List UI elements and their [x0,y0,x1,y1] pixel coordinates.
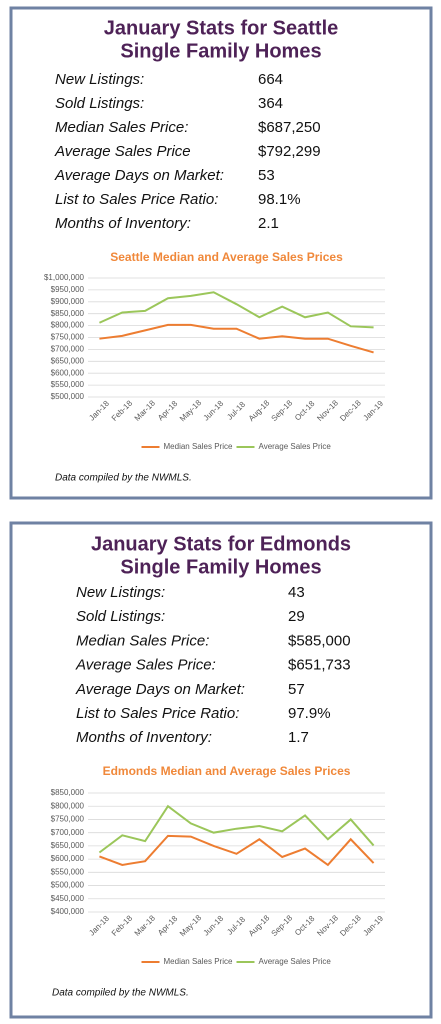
stat-label: Months of Inventory: [76,729,212,746]
y-tick-label: $800,000 [51,801,85,810]
y-tick-label: $400,000 [51,907,85,916]
chart-title: Seattle Median and Average Sales Prices [110,250,343,264]
stat-value: 43 [288,584,305,601]
stat-label: Average Sales Price [54,143,191,160]
stat-label: Median Sales Price: [55,119,188,136]
stat-label: New Listings: [76,584,165,601]
y-tick-label: $750,000 [51,815,85,824]
legend-label: Average Sales Price [259,442,332,451]
stat-label: Average Days on Market: [75,681,245,698]
stat-value: 664 [258,71,283,88]
stat-value: $651,733 [288,657,351,674]
panel-frame [9,521,433,1019]
stat-label: Average Days on Market: [54,167,224,184]
legend-label: Median Sales Price [164,957,233,966]
y-tick-label: $800,000 [51,321,85,330]
stat-label: Sold Listings: [55,95,144,112]
y-tick-label: $600,000 [51,368,85,377]
note: Data compiled by the NWMLS. [55,473,192,484]
chart-title: Edmonds Median and Average Sales Prices [103,764,351,778]
y-tick-label: $550,000 [51,867,85,876]
data-line [98,804,375,854]
data-line [99,291,374,329]
y-tick-label: $1,000,000 [44,273,85,282]
y-tick-label: $500,000 [51,881,85,890]
y-tick-label: $850,000 [51,788,85,797]
stat-value: $687,250 [258,119,321,136]
y-tick-label: $450,000 [51,894,85,903]
y-tick-label: $950,000 [51,285,85,294]
stat-value: 97.9% [288,705,331,722]
y-tick-label: $550,000 [51,380,85,389]
y-tick-label: $700,000 [51,345,85,354]
stat-value: $585,000 [288,632,351,649]
stat-label: Average Sales Price: [75,657,216,674]
stat-value: 2.1 [258,215,279,232]
stat-value: 57 [288,681,305,698]
y-tick-label: $700,000 [51,828,85,837]
stat-value: $792,299 [258,143,321,160]
y-tick-label: $600,000 [51,854,85,863]
stat-label: List to Sales Price Ratio: [55,191,218,208]
y-tick-label: $750,000 [51,333,85,342]
y-tick-label: $500,000 [51,392,85,401]
stat-value: 29 [288,608,305,625]
stat-value: 53 [258,167,275,184]
panel-title: January Stats for Seattle [104,17,339,39]
panel-title: January Stats for Edmonds [91,533,351,555]
stat-label: New Listings: [55,71,144,88]
legend-label: Average Sales Price [259,957,332,966]
y-tick-label: $900,000 [51,297,85,306]
y-tick-label: $650,000 [51,841,85,850]
stat-label: Median Sales Price: [76,632,209,649]
legend-label: Median Sales Price [164,442,233,451]
data-line [99,834,375,867]
y-tick-label: $850,000 [51,309,85,318]
panel-frame [9,6,433,500]
y-tick-label: $650,000 [51,356,85,365]
data-line [99,323,374,354]
stat-value: 98.1% [258,191,301,208]
note: Data compiled by the NWMLS. [52,988,189,999]
stat-label: List to Sales Price Ratio: [76,705,239,722]
stat-label: Months of Inventory: [55,215,191,232]
panel-title: Single Family Homes [120,556,321,578]
stat-label: Sold Listings: [76,608,165,625]
stat-value: 364 [258,95,283,112]
stat-value: 1.7 [288,729,309,746]
panel-title: Single Family Homes [120,40,321,62]
